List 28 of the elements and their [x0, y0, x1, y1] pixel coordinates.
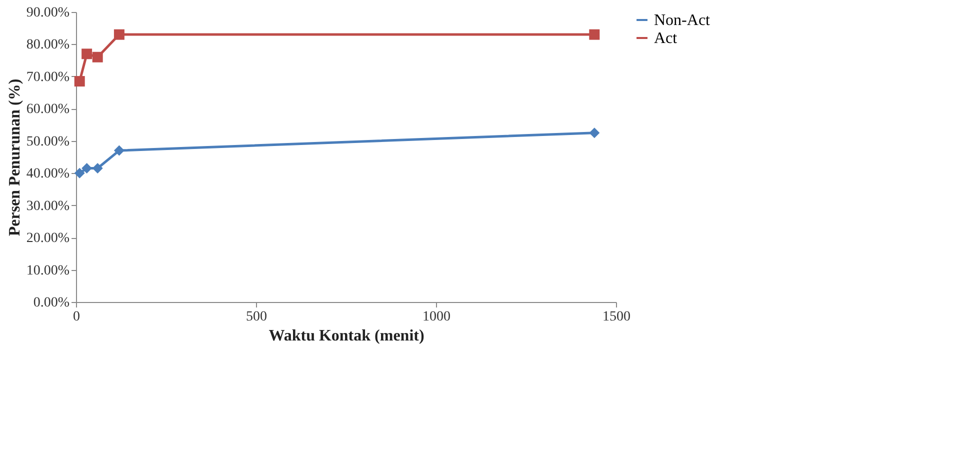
point [92, 52, 103, 62]
point [74, 168, 85, 178]
x-tick-label: 0 [73, 310, 80, 324]
point [589, 29, 600, 40]
x-tick-label: 1000 [422, 310, 450, 324]
point [114, 145, 124, 156]
y-tick-label: 10.00% [26, 263, 70, 278]
point [92, 163, 103, 174]
y-tick-label: 80.00% [26, 38, 70, 53]
y-tick-label: 30.00% [26, 198, 70, 214]
x-axis-title: Waktu Kontak (menit) [268, 328, 424, 344]
point [589, 128, 600, 138]
legend-label: Non-Act [654, 12, 711, 29]
y-tick-label: 70.00% [26, 70, 70, 85]
point [82, 48, 92, 60]
legend-label: Act [654, 30, 678, 47]
y-tick-label: 50.00% [26, 134, 70, 150]
y-tick-label: 40.00% [26, 166, 70, 182]
y-tick-label: 60.00% [26, 102, 70, 118]
x-tick-label: 500 [246, 310, 267, 324]
point [74, 76, 85, 87]
y-axis-title: Persen Penurunan (%) [6, 78, 24, 236]
point [82, 163, 92, 174]
y-tick-label: 0.00% [33, 296, 70, 310]
y-tick-label: 20.00% [26, 231, 70, 246]
point [114, 29, 124, 40]
y-tick-label: 90.00% [26, 6, 70, 20]
x-tick-label: 1500 [602, 310, 630, 324]
